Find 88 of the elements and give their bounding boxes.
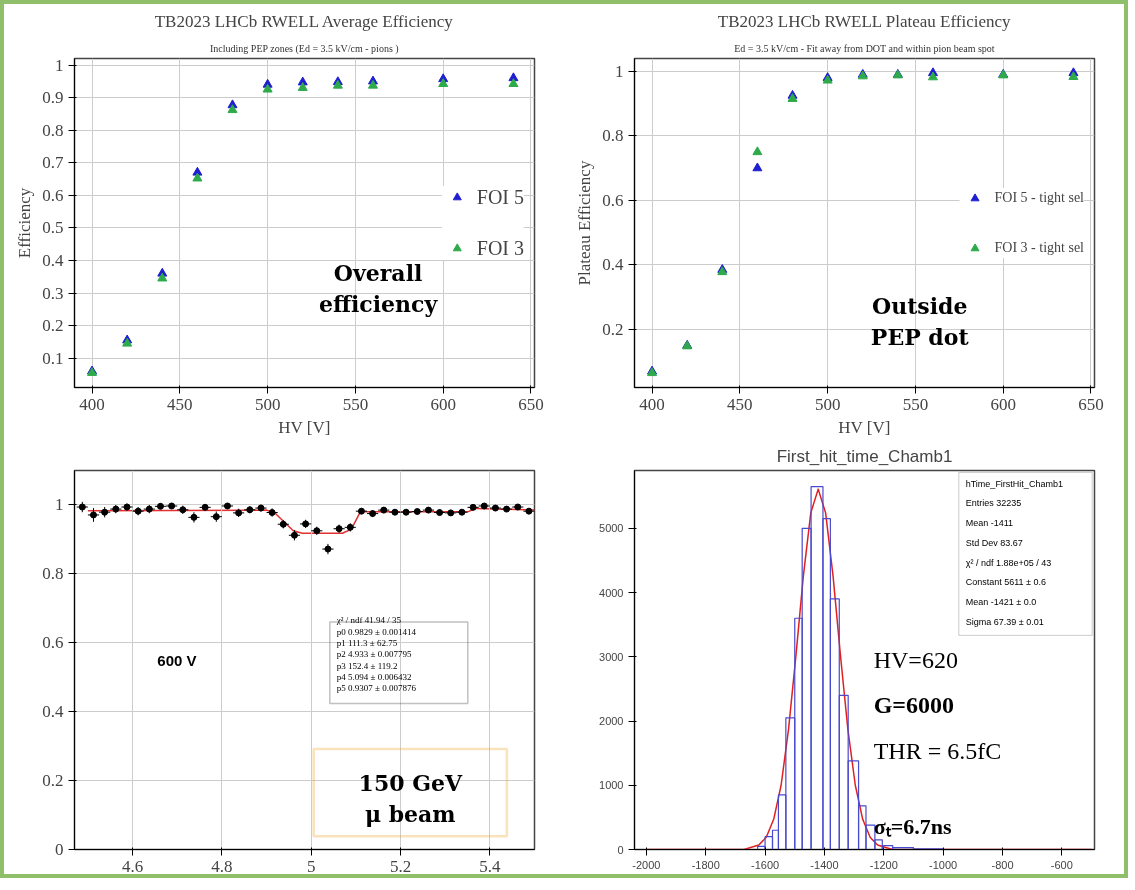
y-tick-label: 1 [55, 495, 64, 515]
x-axis-title: HV [V] [278, 417, 331, 437]
y-tick-label: 0.5 [42, 218, 64, 238]
x-tick-label: 5.2 [389, 856, 412, 876]
annotation: Mean -1421 ± 0.0 [965, 597, 1037, 608]
x-tick-label: 5.4 [479, 856, 501, 876]
annotation: Std Dev 83.67 [965, 537, 1023, 548]
y-axis-title: Plateau Efficiency [575, 160, 595, 286]
annotation: p1 111.3 ± 62.75 [336, 637, 398, 648]
y-tick-label: 0.2 [42, 771, 64, 791]
x-tick-label: 400 [79, 394, 105, 414]
y-tick-label: 0.4 [602, 255, 624, 275]
x-tick-label: 5 [306, 856, 316, 876]
annotation: 150 GeV μ beam [358, 769, 463, 827]
x-tick-label: 450 [167, 394, 193, 414]
annotation: Mean -1411 [965, 518, 1014, 529]
x-tick-label: 4.6 [121, 856, 144, 876]
y-tick-label: 0.4 [42, 250, 64, 270]
y-tick-label: 1 [55, 55, 64, 75]
chart-title: TB2023 LHCb RWELL Average Efficiency [154, 11, 454, 31]
annotation: 600 V [157, 651, 197, 669]
annotation: σₜ=6.7ns [873, 814, 952, 840]
x-tick-label: -1400 [810, 858, 839, 871]
x-tick-label: -800 [991, 858, 1014, 871]
annotation: p5 0.9307 ± 0.007876 [336, 683, 417, 694]
annotation: Entries 32235 [965, 498, 1022, 509]
chart-title: TB2023 LHCb RWELL Plateau Efficiency [717, 11, 1012, 31]
x-tick-label: 600 [430, 394, 456, 414]
x-axis-title: HV [V] [838, 417, 891, 437]
annotation: p0 0.9829 ± 0.001414 [336, 626, 417, 637]
annotation: G=6000 [873, 692, 955, 719]
x-tick-label: 550 [342, 394, 369, 414]
x-tick-label: 500 [254, 394, 281, 414]
y-tick-label: 0 [55, 840, 64, 859]
legend-label: FOI 3 [476, 236, 524, 260]
x-tick-label: -1600 [751, 858, 780, 871]
x-tick-label: 550 [902, 394, 929, 414]
annotation: Outside PEP dot [870, 293, 970, 351]
annotation: Constant 5611 ± 0.6 [965, 577, 1047, 588]
x-tick-label: -600 [1050, 858, 1073, 871]
y-tick-label: 0.8 [602, 126, 624, 146]
y-tick-label: 3000 [599, 650, 624, 663]
x-tick-label: 500 [814, 394, 841, 414]
x-tick-label: 450 [727, 394, 753, 414]
y-tick-label: 0.2 [42, 316, 64, 336]
y-tick-label: 1000 [599, 779, 624, 792]
y-tick-label: 0.9 [42, 88, 64, 108]
annotation: χ² / ndf 1.88e+05 / 43 [965, 557, 1052, 568]
y-axis-title: Efficiency [15, 187, 35, 259]
y-tick-label: 2000 [599, 715, 624, 728]
y-tick-label: 0.6 [42, 185, 64, 205]
annotation: Overall efficiency [318, 260, 439, 318]
x-tick-label: -2000 [632, 858, 661, 871]
annotation: THR = 6.5fC [873, 737, 1002, 764]
annotation: p2 4.933 ± 0.007795 [336, 649, 412, 660]
legend-label: FOI 5 - tight sel [994, 189, 1084, 206]
y-tick-label: 0.4 [42, 702, 64, 722]
y-tick-label: 0.8 [42, 120, 64, 140]
y-tick-label: 0.2 [602, 319, 624, 339]
y-tick-label: 0.1 [42, 348, 64, 368]
y-tick-label: 0.6 [602, 190, 624, 210]
x-tick-label: -1000 [929, 858, 958, 871]
x-tick-label: -1200 [869, 858, 898, 871]
x-tick-label: -1800 [691, 858, 720, 871]
x-tick-label: 600 [990, 394, 1016, 414]
annotation: HV=620 [873, 647, 958, 673]
legend-label: FOI 5 [476, 185, 524, 209]
annotation: Sigma 67.39 ± 0.01 [965, 616, 1044, 627]
y-tick-label: 1 [615, 61, 624, 81]
chart-subtitle: Ed = 3.5 kV/cm - Fit away from DOT and within pion beam spot [734, 42, 995, 54]
chart-subtitle: Including PEP zones (Ed = 3.5 kV/cm - pions ) [210, 42, 399, 55]
x-tick-label: 4.8 [211, 856, 233, 876]
y-tick-label: 5000 [599, 522, 624, 535]
y-tick-label: 0.7 [42, 153, 64, 173]
x-tick-label: 400 [639, 394, 665, 414]
y-tick-label: 4000 [599, 586, 624, 599]
legend-label: FOI 3 - tight sel [994, 239, 1084, 256]
chart-title: First_hit_time_Chamb1 [776, 446, 953, 466]
annotation: p3 152.4 ± 119.2 [336, 660, 398, 671]
y-tick-label: 0.6 [42, 633, 64, 653]
y-tick-label: 0.8 [42, 564, 64, 584]
annotation: χ² / ndf 41.94 / 35 [335, 615, 402, 626]
x-tick-label: 650 [518, 394, 544, 414]
annotation: hTime_FirstHit_Chamb1 [965, 478, 1063, 489]
y-tick-label: 0.3 [42, 283, 64, 303]
x-tick-label: 650 [1078, 394, 1104, 414]
y-tick-label: 0 [617, 843, 624, 856]
annotation: p4 5.094 ± 0.006432 [336, 672, 412, 683]
